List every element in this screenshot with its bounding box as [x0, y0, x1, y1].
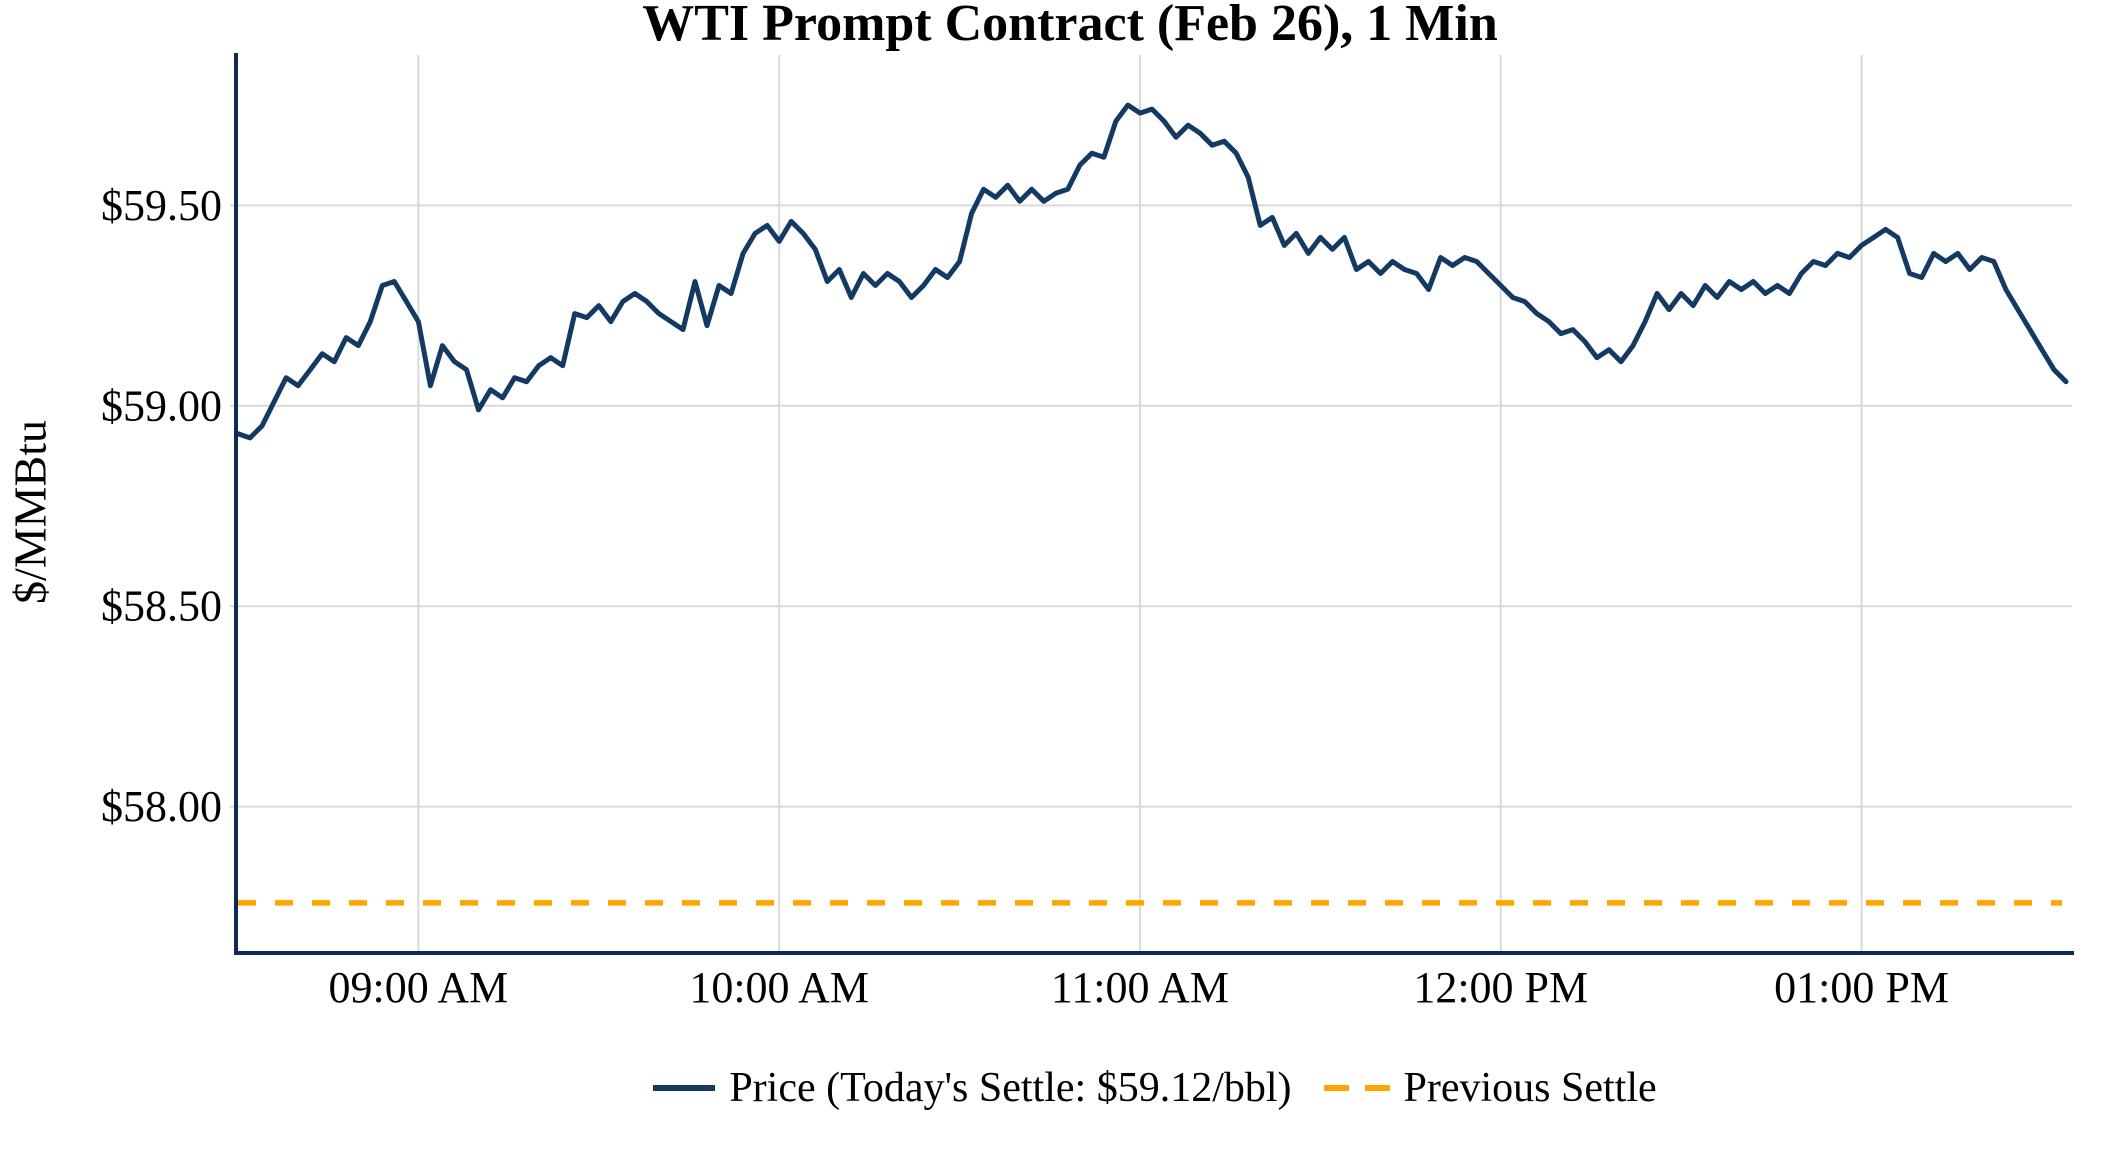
- price-legend-label: Price (Today's Settle: $59.12/bbl): [729, 1065, 1292, 1111]
- y-tick-label: $58.50: [101, 582, 222, 631]
- previous-settle-legend-label: Previous Settle: [1403, 1065, 1657, 1111]
- y-axis-spine: [234, 53, 238, 955]
- legend: Price (Today's Settle: $59.12/bbl) Previ…: [238, 1058, 2072, 1118]
- x-tick-label: 01:00 PM: [1774, 963, 1949, 1012]
- x-axis-spine: [234, 951, 2074, 955]
- dash-segment: [1323, 1085, 1349, 1091]
- price-line-legend-swatch: [653, 1085, 716, 1091]
- y-tick-label: $59.00: [101, 381, 222, 430]
- y-tick-label: $59.50: [101, 181, 222, 230]
- x-tick-label: 10:00 AM: [689, 963, 869, 1012]
- y-tick-label: $58.00: [101, 782, 222, 831]
- x-tick-label: 12:00 PM: [1413, 963, 1588, 1012]
- chart-title: WTI Prompt Contract (Feb 26), 1 Min: [642, 0, 1498, 52]
- x-tick-label: 11:00 AM: [1051, 963, 1229, 1012]
- x-tick-label: 09:00 AM: [329, 963, 509, 1012]
- previous-settle-legend-swatch: [1323, 1085, 1390, 1091]
- dash-segment: [1364, 1085, 1390, 1091]
- price-line: [235, 102, 2069, 441]
